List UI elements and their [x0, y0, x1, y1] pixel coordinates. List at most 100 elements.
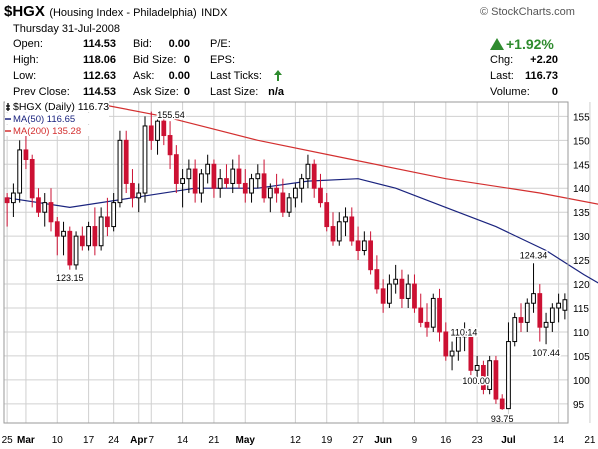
candle-body: [92, 226, 98, 247]
candle-body: [161, 120, 167, 137]
candle-body: [261, 173, 267, 199]
bid-size-value: 0: [183, 54, 190, 66]
candle-body: [111, 202, 117, 228]
y-tick-label: 105: [573, 352, 590, 363]
bid-label: Bid:: [133, 38, 152, 50]
price-annotation: 155.54: [157, 110, 185, 120]
pe-label: P/E:: [210, 38, 231, 50]
candle-body: [324, 202, 330, 228]
candle-body: [343, 216, 348, 223]
price-chart: 155.54 123.15 124.34 110.14 107.44 100.00 93.7…: [0, 98, 598, 449]
open-value: 114.53: [82, 38, 116, 50]
candle-body: [424, 321, 430, 328]
candle-body: [311, 163, 317, 189]
ask-size-value: 0: [183, 86, 190, 98]
candle-body: [255, 173, 261, 180]
quote-date: Thursday 31-Jul-2008: [13, 23, 121, 35]
x-tick-label: 27: [353, 435, 365, 446]
candle-body: [399, 278, 405, 299]
y-tick-label: 140: [573, 184, 590, 195]
x-tick-label: Mar: [17, 435, 35, 446]
x-tick-label: 19: [321, 435, 333, 446]
x-tick-label: Apr: [130, 435, 147, 446]
y-tick-label: 120: [573, 280, 590, 291]
volume-value: 0: [551, 86, 558, 98]
legend-item: MA(200) 135.28: [13, 126, 81, 137]
x-tick-label: 10: [52, 435, 64, 446]
candle-body: [280, 192, 286, 213]
candle-body: [286, 197, 292, 213]
candle-body: [211, 163, 217, 189]
last-value: 116.73: [524, 70, 558, 82]
low-label: Low:: [13, 70, 37, 82]
x-tick-label: 17: [83, 435, 95, 446]
y-tick-label: 135: [573, 208, 590, 219]
candle-body: [205, 163, 211, 175]
source-credit[interactable]: © StockCharts.com: [480, 6, 575, 18]
price-annotations: 155.54 123.15 124.34 110.14 107.44 100.00 93.7…: [55, 108, 562, 425]
candle-body: [79, 235, 85, 247]
eps-label: EPS:: [210, 54, 236, 66]
candle-body: [468, 331, 474, 371]
y-tick-label: 95: [573, 400, 585, 411]
candle-body: [393, 278, 399, 285]
candle-body: [418, 307, 424, 323]
quote-header: $HGX (Housing Index - Philadelphia) INDX…: [0, 0, 598, 100]
last-size-label: Last Size:: [210, 86, 259, 98]
ticker-symbol[interactable]: $HGX: [4, 3, 45, 20]
volume-label: Volume:: [490, 86, 530, 98]
candle-body: [86, 226, 91, 247]
candle-body: [562, 299, 568, 311]
candle-body: [493, 360, 499, 400]
candle-body: [267, 187, 273, 199]
legend-backdrop: [5, 125, 109, 136]
chg-value: +2.20: [530, 54, 558, 66]
chg-label: Chg:: [490, 54, 514, 66]
high-label: High:: [13, 54, 39, 66]
x-tick-label: 14: [553, 435, 565, 446]
candle-body: [412, 283, 417, 309]
candle-body: [242, 182, 248, 194]
candle-body: [524, 302, 530, 323]
up-triangle-icon: [490, 38, 504, 50]
last-size-value: n/a: [268, 86, 284, 98]
candle-body: [249, 178, 254, 194]
price-annotation: 107.44: [532, 348, 560, 358]
ma200-line: [7, 101, 598, 205]
candle-body: [54, 221, 60, 237]
candle-body: [430, 297, 436, 328]
candle-body: [123, 139, 129, 184]
candle-body: [167, 135, 173, 156]
candle-body: [61, 230, 66, 237]
x-tick-label: Jun: [374, 435, 392, 446]
candle-body: [368, 240, 373, 271]
up-tick-arrow-icon: [274, 70, 282, 81]
candle-body: [293, 187, 298, 199]
bid-value: 0.00: [168, 38, 190, 50]
candle-body: [487, 360, 493, 390]
candle-body: [374, 269, 380, 290]
candle-body: [17, 149, 23, 194]
x-tick-label: 7: [148, 435, 154, 446]
candle-body: [462, 331, 467, 338]
candle-body: [180, 178, 185, 184]
candle-body: [105, 216, 110, 228]
candles: [4, 111, 568, 410]
candle-body: [11, 192, 16, 204]
price-annotation: 100.00: [462, 376, 490, 386]
legend-backdrop: [5, 113, 109, 124]
candle-glyph-icon: [6, 103, 10, 111]
x-tick-label: 12: [290, 435, 302, 446]
title-row: $HGX (Housing Index - Philadelphia) INDX: [4, 3, 227, 21]
candle-body: [192, 168, 198, 194]
candle-body: [455, 336, 461, 352]
candle-body: [437, 297, 442, 333]
candle-body: [42, 202, 48, 213]
candle-body: [349, 216, 355, 242]
x-tick-label: May: [236, 435, 256, 446]
y-tick-label: 130: [573, 232, 590, 243]
candle-body: [443, 331, 449, 357]
candle-body: [199, 173, 204, 194]
high-value: 118.06: [82, 54, 116, 66]
candle-body: [274, 187, 279, 194]
